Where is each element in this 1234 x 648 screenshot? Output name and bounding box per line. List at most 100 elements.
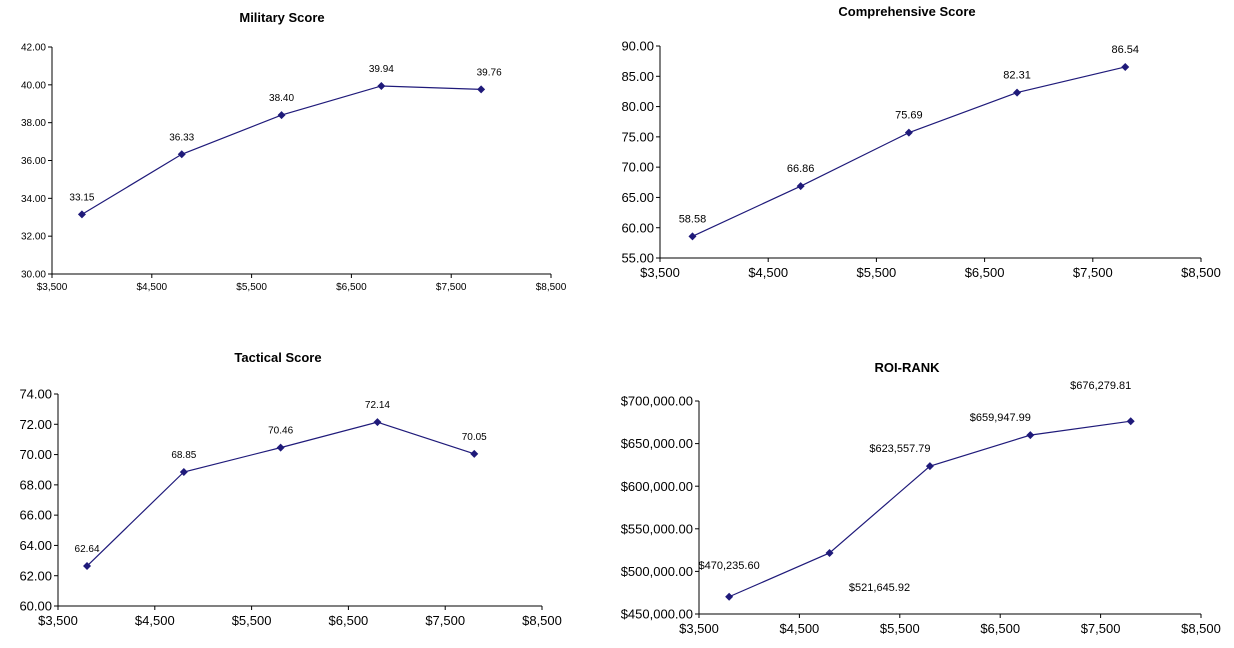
data-label: 70.46 [268, 426, 293, 437]
y-tick-label: $600,000.00 [621, 479, 693, 494]
x-tick-label: $4,500 [780, 621, 820, 636]
y-tick-label: 64.00 [19, 538, 52, 553]
y-tick-label: 42.00 [21, 43, 46, 54]
y-tick-label: 34.00 [21, 194, 46, 205]
chart-svg: Tactical Score 60.00 62.00 64.00 66.00 68.00 7… [19, 350, 561, 628]
roi-rank-chart: ROI-RANK $450,000.00 $500,000.00 $550,000.0… [617, 324, 1234, 648]
x-tick-label: $3,500 [38, 613, 78, 628]
data-point-marker [725, 592, 734, 601]
chart-title: Comprehensive Score [838, 4, 975, 19]
data-label: 68.85 [171, 450, 196, 461]
y-tick-label: 60.00 [621, 220, 654, 235]
x-tick-label: $5,500 [236, 282, 267, 293]
x-tick-label: $8,500 [536, 282, 567, 293]
y-tick-label: $700,000.00 [621, 394, 693, 409]
y-tick-label: 32.00 [21, 232, 46, 243]
y-tick-label: 40.00 [21, 80, 46, 91]
x-tick-label: $7,500 [425, 613, 465, 628]
x-tick-label: $4,500 [135, 613, 175, 628]
y-tick-label: $500,000.00 [621, 564, 693, 579]
x-tick-label: $6,500 [980, 621, 1020, 636]
x-tick-label: $8,500 [1181, 621, 1221, 636]
data-point-marker [277, 111, 286, 120]
data-label: $470,235.60 [699, 560, 760, 572]
data-label: $676,279.81 [1070, 380, 1131, 392]
data-label: $659,947.99 [970, 412, 1031, 424]
y-tick-label: 38.00 [21, 118, 46, 129]
x-tick-label: $6,500 [965, 265, 1005, 280]
x-tick-label: $4,500 [137, 282, 168, 293]
x-tick-label: $6,500 [336, 282, 367, 293]
comprehensive-score-chart: Comprehensive Score 55.00 60.00 65.00 70.00 7… [617, 0, 1234, 324]
data-label: 33.15 [69, 192, 94, 203]
y-tick-label: 85.00 [621, 69, 654, 84]
data-point-marker [177, 150, 186, 159]
y-tick-label: 60.00 [19, 599, 52, 614]
y-tick-label: $550,000.00 [621, 521, 693, 536]
data-point-marker [1121, 62, 1130, 71]
data-label: $521,645.92 [849, 582, 910, 594]
data-label: 36.33 [169, 132, 194, 143]
x-tick-label: $4,500 [748, 265, 788, 280]
data-label: 38.40 [269, 93, 294, 104]
data-label: 58.58 [679, 213, 707, 225]
x-tick-label: $6,500 [329, 613, 369, 628]
data-point-marker [1026, 431, 1035, 440]
y-tick-label: 70.00 [19, 447, 52, 462]
x-tick-label: $5,500 [857, 265, 897, 280]
tactical-score-chart: Tactical Score 60.00 62.00 64.00 66.00 68.00 7… [0, 324, 617, 648]
x-tick-label: $3,500 [640, 265, 680, 280]
y-tick-label: 68.00 [19, 477, 52, 492]
y-tick-label: 72.00 [19, 417, 52, 432]
data-point-marker [276, 443, 285, 452]
chart-svg: ROI-RANK $450,000.00 $500,000.00 $550,000.0… [621, 360, 1221, 636]
chart-svg: Comprehensive Score 55.00 60.00 65.00 70.00 7… [621, 4, 1221, 280]
y-tick-label: 80.00 [621, 99, 654, 114]
y-tick-label: 66.00 [19, 508, 52, 523]
data-point-marker [377, 81, 386, 90]
data-point-marker [470, 449, 479, 458]
chart-title: Military Score [239, 10, 324, 25]
chart-title: Tactical Score [234, 350, 321, 365]
x-tick-label: $8,500 [1181, 265, 1221, 280]
data-point-marker [925, 462, 934, 471]
y-tick-label: 74.00 [19, 387, 52, 402]
x-tick-label: $3,500 [37, 282, 68, 293]
y-tick-label: 62.00 [19, 568, 52, 583]
data-label: 82.31 [1003, 70, 1031, 82]
data-label: 66.86 [787, 163, 815, 175]
data-point-marker [688, 232, 697, 241]
x-tick-label: $7,500 [436, 282, 467, 293]
chart-title: ROI-RANK [875, 360, 941, 375]
x-tick-label: $7,500 [1081, 621, 1121, 636]
y-tick-label: $650,000.00 [621, 436, 693, 451]
data-point-marker [77, 210, 86, 219]
data-point-marker [373, 418, 382, 427]
series-line [81, 85, 482, 215]
y-tick-label: 36.00 [21, 156, 46, 167]
data-label: 39.76 [477, 67, 502, 78]
x-tick-label: $7,500 [1073, 265, 1113, 280]
data-label: 70.05 [462, 432, 487, 443]
x-tick-label: $3,500 [679, 621, 719, 636]
data-point-marker [825, 548, 834, 557]
y-tick-label: $450,000.00 [621, 607, 693, 622]
y-tick-label: 70.00 [621, 160, 654, 175]
data-point-marker [1126, 417, 1135, 426]
data-label: 72.14 [365, 400, 390, 411]
y-tick-label: 75.00 [621, 129, 654, 144]
data-label: 75.69 [895, 110, 923, 122]
data-point-marker [1013, 88, 1022, 97]
data-label: 86.54 [1111, 44, 1139, 56]
data-label: $623,557.79 [869, 443, 930, 455]
data-point-marker [477, 85, 486, 94]
data-point-marker [796, 182, 805, 191]
data-label: 62.64 [75, 544, 100, 555]
data-point-marker [83, 562, 92, 571]
data-point-marker [179, 467, 188, 476]
military-score-chart: Military Score 30.00 32.00 34.00 36.00 38.00 4… [0, 0, 617, 324]
x-tick-label: $5,500 [232, 613, 272, 628]
series-line [692, 66, 1126, 237]
data-label: 39.94 [369, 64, 394, 75]
y-tick-label: 65.00 [621, 190, 654, 205]
